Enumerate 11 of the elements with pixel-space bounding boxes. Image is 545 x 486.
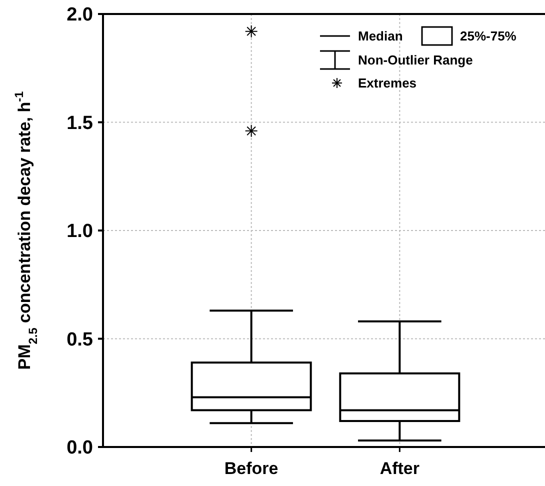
x-tick-label: Before (224, 459, 278, 478)
y-tick-label: 1.0 (66, 221, 93, 242)
y-tick-label: 0.0 (66, 438, 93, 459)
annotation: Non-Outlier Range (358, 52, 473, 68)
y-tick-label: 1.5 (66, 112, 94, 134)
y-tick-label: 0.5 (66, 329, 94, 350)
annotation: Extremes (358, 76, 417, 91)
y-tick-label: 2.0 (66, 4, 93, 26)
annotation: 25%-75% (460, 28, 517, 44)
x-tick-label: After (380, 459, 420, 478)
annotation: Median (358, 28, 403, 44)
